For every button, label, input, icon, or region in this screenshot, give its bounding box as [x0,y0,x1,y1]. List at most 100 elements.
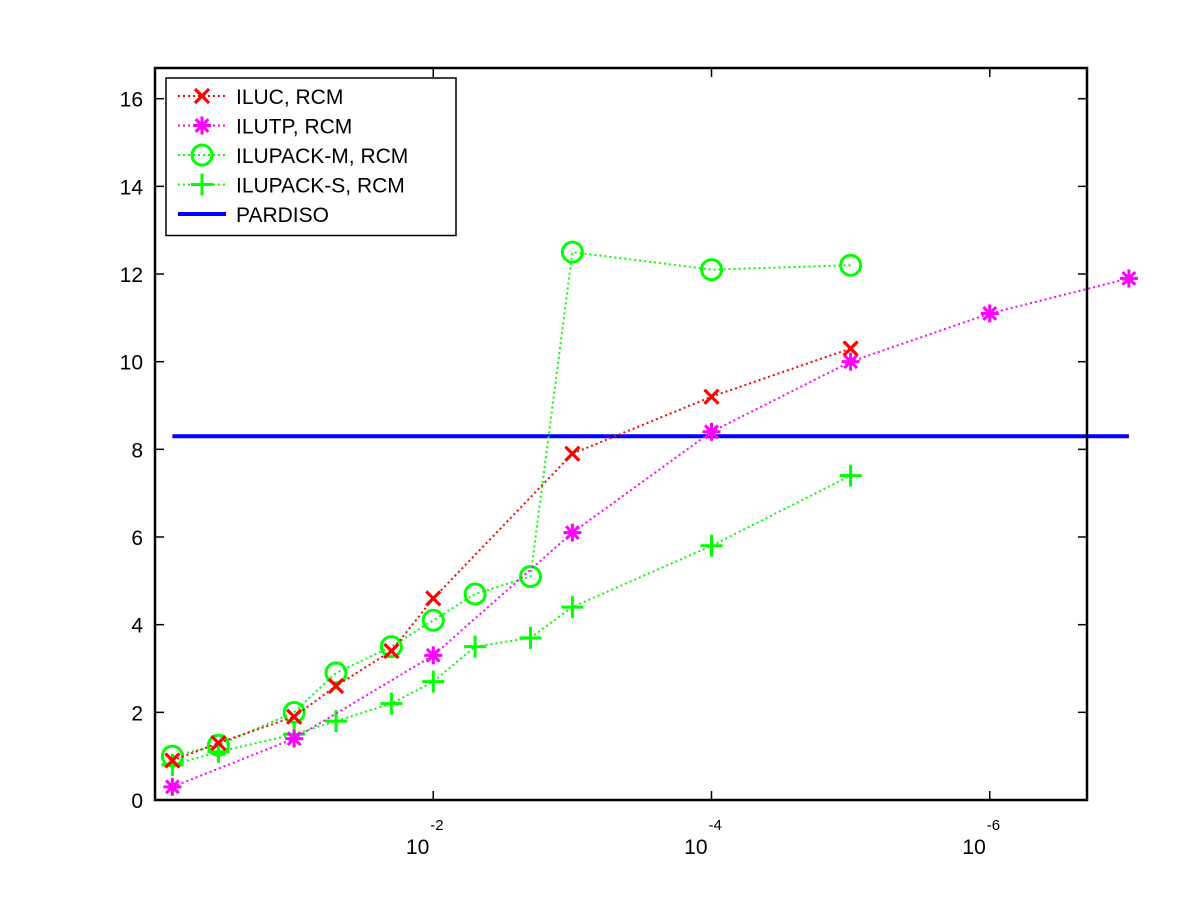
y-tick-label: 14 [120,176,144,199]
data-point-ilutp-rcm [1119,269,1138,288]
series-ilupack-m-rcm [160,240,863,768]
data-point-iluc-rcm [703,388,720,405]
data-point-ilupack-m-rcm [379,635,403,659]
data-point-ilupack-m-rcm [560,240,584,264]
series-ilutp-rcm [163,269,1138,796]
marker-stroke [704,424,719,440]
marker-ring [379,635,403,659]
y-tick-label: 12 [120,264,143,287]
marker-stroke [285,708,303,725]
data-point-iluc-rcm [383,642,400,660]
data-point-ilutp-rcm [285,729,304,748]
marker-stroke [842,340,859,357]
marker-ring [518,564,542,588]
marker-ring [560,240,584,264]
series-ilupack-s-rcm [161,464,862,776]
marker-ring [700,258,724,282]
legend-label-ilupack-m-rcm: ILUPACK-M, RCM [236,145,408,168]
data-point-ilutp-rcm [702,422,721,441]
data-point-iluc-rcm [425,590,442,607]
data-point-ilupack-s-rcm [839,464,862,487]
series-layer [160,240,1138,796]
marker-stroke [1121,270,1137,286]
data-point-ilupack-m-rcm [463,582,487,606]
legend-marker-ilupack-s-rcm [191,173,213,196]
marker-stroke [703,388,720,405]
y-tick-label: 16 [120,89,143,112]
x-tick-label-exponent: -6 [987,817,1000,834]
marker-stroke [383,642,400,660]
data-point-ilutp-rcm [980,304,999,323]
marker-stroke [286,731,302,747]
legend-label-ilutp-rcm: ILUTP, RCM [236,116,352,139]
legend-entry-pardiso: PARDISO [178,204,329,227]
legend-label-iluc-rcm: ILUC, RCM [236,86,343,109]
marker-stroke [982,306,998,321]
series-iluc-rcm [164,340,859,769]
marker-ring [190,143,214,167]
marker-ring [463,582,487,606]
marker-stroke [327,677,345,695]
data-point-iluc-rcm [842,340,859,357]
legend: ILUC, RCM ILUTP, RCM ILUPACK-M, RCM ILUPACK… [165,77,457,237]
x-tick-label-exponent: -4 [709,817,722,834]
legend-entry-ilutp-rcm: ILUTP, RCM [178,116,352,139]
data-point-ilupack-s-rcm [464,635,487,658]
marker-stroke [564,445,581,462]
marker-stroke [210,734,227,752]
data-point-ilupack-m-rcm [206,733,230,757]
x-tick-label-base: 10 [962,836,985,859]
y-tick-label: 2 [131,702,143,725]
marker-stroke [164,779,180,795]
data-point-ilutp-rcm [163,777,182,796]
data-point-iluc-rcm [564,445,581,462]
marker-ring [421,608,445,632]
marker-stroke [425,590,442,607]
marker-stroke [425,647,441,663]
data-point-ilupack-m-rcm [421,608,445,632]
legend-label-pardiso: PARDISO [236,204,329,227]
x-tick-label-exponent: -2 [430,817,443,834]
x-tick-label-base: 10 [406,836,429,859]
y-tick-label: 6 [131,527,143,550]
legend-entry-iluc-rcm: ILUC, RCM [178,86,343,109]
data-point-ilupack-m-rcm [282,700,306,724]
legend-entry-ilupack-m-rcm: ILUPACK-M, RCM [178,143,408,168]
data-point-iluc-rcm [210,734,227,752]
marker-ring [839,253,863,277]
y-tick-label: 0 [131,790,143,813]
data-point-ilupack-s-rcm [519,626,542,649]
marker-stroke [843,354,859,370]
legend-marker-ilupack-m-rcm [190,143,214,167]
y-tick-label: 10 [120,352,143,375]
data-point-ilupack-m-rcm [700,258,724,282]
legend-label-ilupack-s-rcm: ILUPACK-S, RCM [236,175,405,198]
x-tick-label-base: 10 [684,836,707,859]
data-point-ilutp-rcm [563,523,582,542]
y-tick-label: 4 [131,615,143,638]
marker-stroke [564,525,580,541]
legend-entry-ilupack-s-rcm: ILUPACK-S, RCM [178,173,405,198]
data-point-iluc-rcm [164,752,181,769]
legend-marker-ilutp-rcm [193,116,211,135]
data-point-ilupack-s-rcm [325,710,348,733]
marker-stroke [164,752,181,769]
data-point-iluc-rcm [285,708,303,725]
data-point-ilutp-rcm [424,646,443,665]
axes-box [153,66,1089,802]
legend-box [165,77,457,237]
marker-ring [282,700,306,724]
data-point-ilupack-s-rcm [561,596,584,619]
y-tick-label: 8 [131,439,143,462]
data-point-ilupack-m-rcm [839,253,863,277]
data-point-iluc-rcm [327,677,345,695]
marker-stroke [194,118,210,133]
marker-ring [324,661,348,685]
marker-ring [206,733,230,757]
data-point-ilupack-s-rcm [380,692,403,715]
data-point-ilupack-m-rcm [518,564,542,588]
data-point-ilupack-s-rcm [700,534,723,557]
marker-stroke [193,87,211,105]
